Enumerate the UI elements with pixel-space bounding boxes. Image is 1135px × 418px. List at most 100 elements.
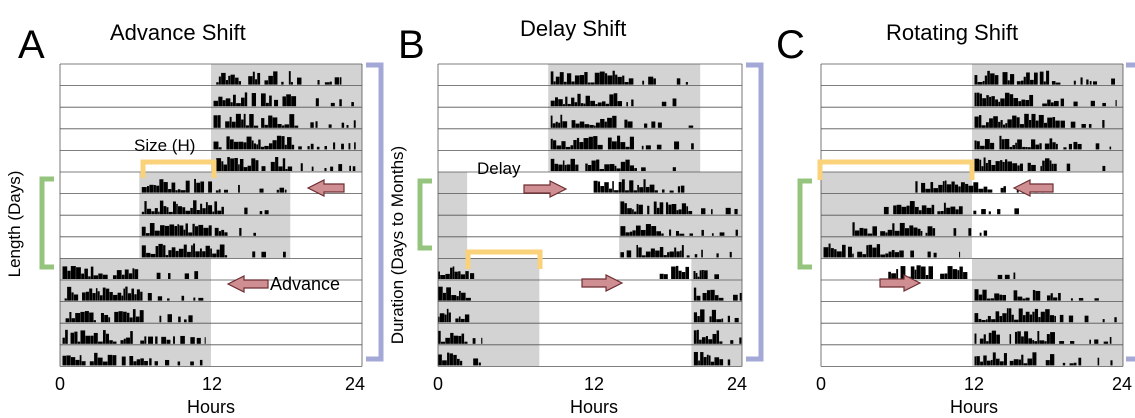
activity-bar bbox=[168, 211, 173, 215]
activity-bar bbox=[193, 200, 197, 215]
activity-bar bbox=[570, 145, 574, 150]
activity-bar bbox=[85, 335, 91, 344]
activity-bar bbox=[649, 184, 655, 193]
activity-bar bbox=[167, 298, 170, 301]
activity-bar bbox=[645, 145, 651, 150]
activity-bar bbox=[896, 269, 899, 279]
activity-bar bbox=[478, 362, 481, 366]
activity-bar bbox=[867, 233, 873, 236]
activity-bar bbox=[590, 82, 595, 85]
activity-bar bbox=[883, 206, 889, 215]
activity-bar bbox=[699, 339, 702, 344]
activity-bar bbox=[123, 288, 126, 301]
activity-bar bbox=[885, 232, 888, 236]
duration-bracket bbox=[1126, 62, 1135, 362]
activity-bar bbox=[979, 338, 984, 344]
activity-bar bbox=[1025, 311, 1030, 323]
activity-bar bbox=[438, 316, 440, 323]
activity-bar bbox=[134, 294, 137, 301]
activity-bar bbox=[659, 202, 664, 215]
activity-bar bbox=[127, 293, 132, 301]
activity-bar bbox=[627, 208, 632, 215]
activity-bar bbox=[449, 353, 453, 366]
activity-bar bbox=[129, 356, 134, 366]
activity-bar bbox=[710, 361, 715, 366]
activity-bar bbox=[212, 253, 217, 258]
activity-bar bbox=[965, 183, 969, 193]
activity-bar bbox=[974, 313, 979, 323]
activity-bar bbox=[661, 101, 667, 107]
activity-bar bbox=[213, 100, 219, 107]
activity-bar bbox=[985, 162, 988, 171]
activity-bar bbox=[276, 135, 282, 150]
activity-bar bbox=[983, 157, 986, 171]
activity-bar bbox=[259, 211, 263, 215]
activity-bar bbox=[686, 255, 690, 258]
activity-bar bbox=[352, 166, 356, 171]
activity-bar bbox=[562, 160, 565, 171]
activity-bar bbox=[141, 245, 146, 258]
activity-bar bbox=[711, 233, 714, 236]
activity-bar bbox=[612, 115, 617, 128]
activity-bar bbox=[1102, 102, 1106, 107]
activity-bar bbox=[674, 247, 677, 258]
activity-bar bbox=[461, 333, 465, 344]
activity-bar bbox=[230, 74, 235, 85]
activity-bar bbox=[1000, 160, 1003, 171]
activity-bar bbox=[167, 314, 172, 323]
activity-bar bbox=[620, 142, 626, 150]
activity-bar bbox=[253, 143, 257, 150]
activity-bar bbox=[88, 276, 91, 279]
activity-bar bbox=[216, 82, 219, 85]
activity-bar bbox=[629, 165, 635, 171]
activity-bar bbox=[565, 146, 571, 150]
activity-bar bbox=[629, 180, 634, 193]
activity-bar bbox=[113, 294, 118, 301]
activity-bar bbox=[193, 243, 196, 258]
activity-bar bbox=[988, 211, 991, 215]
activity-bar bbox=[154, 208, 158, 215]
activity-bar bbox=[894, 252, 900, 258]
activity-bar bbox=[284, 144, 287, 150]
activity-bar bbox=[1000, 187, 1004, 193]
activity-bar bbox=[453, 354, 457, 366]
delay-label: Delay bbox=[477, 159, 521, 178]
activity-bar bbox=[984, 139, 990, 150]
actogram-b bbox=[437, 63, 743, 367]
activity-bar bbox=[89, 361, 94, 366]
activity-bar bbox=[472, 338, 476, 344]
activity-bar bbox=[132, 309, 136, 323]
activity-bar bbox=[555, 121, 558, 128]
x-axis-label-b: Hours bbox=[570, 397, 618, 417]
activity-bar bbox=[1021, 99, 1026, 107]
activity-bar bbox=[1040, 166, 1042, 171]
activity-bar bbox=[100, 313, 104, 323]
activity-bar bbox=[630, 231, 633, 236]
activity-bar bbox=[706, 354, 709, 366]
activity-bar bbox=[165, 359, 170, 366]
activity-bar bbox=[203, 227, 209, 236]
activity-bar bbox=[163, 182, 168, 193]
activity-bar bbox=[571, 120, 576, 128]
activity-bar bbox=[217, 210, 222, 215]
activity-bar bbox=[128, 273, 133, 279]
activity-bar bbox=[693, 330, 697, 344]
activity-bar bbox=[445, 337, 450, 344]
activity-bar bbox=[145, 233, 150, 236]
activity-bar bbox=[1008, 308, 1012, 323]
activity-bar bbox=[926, 207, 932, 215]
panel-title-a: Advance Shift bbox=[110, 20, 246, 45]
activity-bar bbox=[121, 295, 124, 301]
activity-bar bbox=[281, 125, 285, 128]
activity-bar bbox=[1014, 319, 1019, 323]
activity-bar bbox=[978, 115, 982, 128]
activity-bar bbox=[685, 82, 688, 85]
activity-bar bbox=[706, 290, 711, 301]
activity-bar bbox=[947, 266, 953, 279]
activity-bar bbox=[243, 113, 246, 128]
activity-bar bbox=[289, 114, 295, 128]
activity-bar bbox=[330, 166, 334, 171]
activity-bar bbox=[996, 358, 1000, 366]
activity-bar bbox=[999, 316, 1003, 323]
activity-bar bbox=[216, 249, 220, 258]
